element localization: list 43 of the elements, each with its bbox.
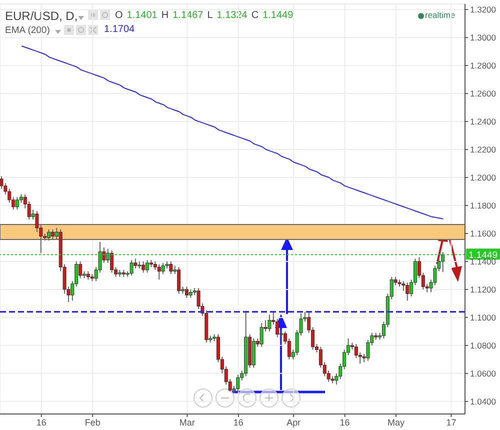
- candlestick: [252, 338, 256, 368]
- candlestick: [27, 200, 31, 220]
- candlestick: [260, 322, 264, 348]
- candlestick: [110, 250, 114, 274]
- x-tick-label: Apr: [286, 417, 301, 428]
- candlestick: [236, 374, 240, 392]
- candlestick: [142, 260, 146, 274]
- candlestick: [146, 260, 150, 274]
- y-tick-label: 1.2400: [470, 116, 496, 127]
- candlestick: [169, 260, 173, 275]
- candlestick: [406, 282, 410, 302]
- annotation: realtime: [425, 10, 456, 20]
- y-tick-label: 1.1800: [470, 200, 496, 211]
- y-tick-label: 1.3000: [470, 32, 496, 43]
- y-tick-label: 1.0600: [470, 368, 496, 378]
- y-tick-label: 1.1200: [470, 284, 496, 294]
- x-tick-label: 16: [36, 417, 46, 428]
- y-tick-label: 1.1000: [470, 312, 496, 322]
- x-tick-label: Feb: [84, 417, 100, 428]
- annotation: O 1.1401 H 1.1467 L 1.1324 C 1.1449: [115, 10, 294, 21]
- y-tick-label: 1.2200: [470, 144, 496, 155]
- y-tick-label: 1.0400: [470, 396, 496, 406]
- chart-title: EUR/USD, D,: [5, 9, 78, 23]
- y-tick-label: 1.0800: [470, 340, 496, 350]
- x-tick-label: May: [388, 417, 406, 428]
- y-tick-label: 1.2800: [470, 60, 496, 71]
- x-tick-label: 16: [340, 417, 350, 428]
- candlestick: [157, 264, 161, 280]
- y-tick-label: 1.3200: [470, 4, 496, 15]
- y-tick-label: 1.2000: [470, 172, 496, 183]
- candlestick: [177, 266, 181, 294]
- x-tick-label: Mar: [179, 417, 195, 428]
- candlestick: [16, 196, 20, 210]
- candlestick: [268, 314, 272, 332]
- candlestick: [184, 286, 188, 298]
- x-tick-label: 17: [446, 417, 456, 428]
- y-tick-label: 1.2600: [470, 88, 496, 99]
- line-series: [21, 45, 444, 220]
- annotation: 1.1704: [104, 24, 135, 35]
- x-tick-label: 16: [233, 417, 244, 428]
- candlestick: [130, 260, 134, 276]
- series-label: EMA (200): [5, 25, 50, 36]
- y-tick-label: 1.1600: [470, 228, 496, 239]
